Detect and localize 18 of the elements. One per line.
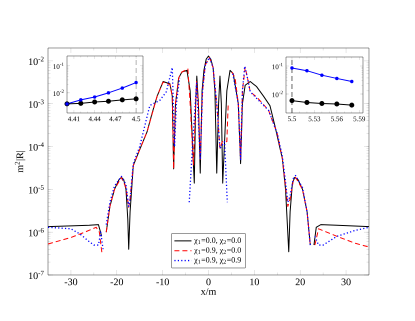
- x-axis-title: x/m: [200, 288, 216, 295]
- y-axis-title: m$^{2}$|R|: [14, 151, 26, 173]
- x-tick-label: 30: [342, 278, 351, 286]
- y-tick-label: 10$^{-7}$: [29, 270, 44, 280]
- legend-label: χ$_{1}$=0.0, χ$_{2}$=0.0: [194, 238, 241, 245]
- x-tick-label: -10: [156, 278, 169, 286]
- legend-label: χ$_{1}$=0.9, χ$_{2}$=0.0: [194, 247, 241, 254]
- legend-label: χ$_{1}$=0.9, χ$_{2}$=0.9: [194, 257, 241, 264]
- y-tick-label: 10$^{-4}$: [29, 142, 44, 151]
- y-tick-label: 10$^{-2}$: [29, 56, 44, 66]
- x-tick-label: -20: [110, 278, 124, 286]
- y-tick-label: 10$^{-6}$: [29, 228, 44, 236]
- x-tick-label: 20: [296, 278, 305, 286]
- y-tick-label: 10$^{-5}$: [29, 185, 44, 194]
- x-tick-label: 10: [250, 278, 259, 286]
- x-tick-label: -30: [64, 278, 78, 286]
- y-tick-label: 10$^{-3}$: [29, 100, 44, 108]
- x-tick-label: 0: [206, 278, 211, 286]
